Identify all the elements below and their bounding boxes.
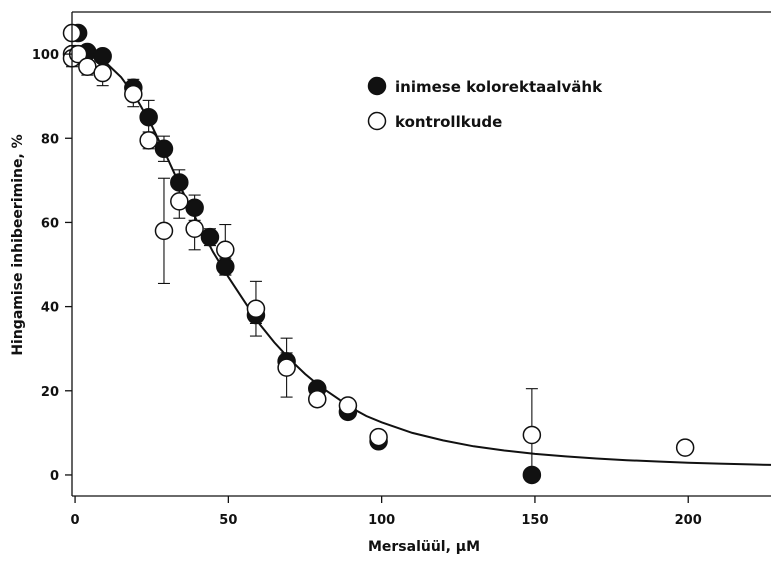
legend-marker-kontrollkude — [367, 111, 387, 131]
x-tick-label: 200 — [675, 513, 702, 528]
x-tick-label: 0 — [71, 513, 80, 528]
data-point-kolorektaalvahk — [139, 107, 158, 127]
data-point-kontrollkude — [78, 57, 97, 76]
data-point-kolorektaalvahk — [216, 257, 235, 276]
data-point-kontrollkude — [154, 221, 174, 241]
data-point-kolorektaalvahk — [200, 227, 220, 247]
y-tick-label: 0 — [50, 469, 59, 484]
data-point-kontrollkude — [308, 389, 327, 409]
x-tick-label: 50 — [219, 513, 237, 528]
data-point-kolorektaalvahk — [185, 198, 204, 217]
y-axis-title: Hingamise inhibeerimine, % — [10, 134, 26, 355]
data-point-kolorektaalvahk — [93, 46, 112, 66]
y-tick-label: 60 — [41, 216, 59, 231]
data-point-kontrollkude — [277, 358, 296, 377]
data-point-kontrollkude — [675, 438, 695, 457]
legend-marker-inimese-kolorektaalvahk — [367, 76, 387, 96]
y-tick-label: 100 — [32, 48, 59, 63]
x-axis-title: Mersalüül, μM — [368, 539, 480, 555]
plot-area — [62, 23, 772, 485]
data-point-kolorektaalvahk — [170, 173, 189, 192]
x-tick-label: 150 — [521, 513, 548, 528]
data-point-kontrollkude — [369, 427, 388, 447]
data-point-kolorektaalvahk — [154, 139, 174, 159]
data-point-kontrollkude — [139, 131, 158, 150]
axes: 0 20 40 60 80 100 0 50 100 150 200 — [32, 11, 771, 528]
data-point-kontrollkude — [93, 63, 112, 83]
data-point-kontrollkude — [216, 240, 235, 260]
data-point-kolorektaalvahk — [522, 465, 542, 485]
data-point-kontrollkude — [246, 299, 266, 318]
data-point-kontrollkude — [124, 84, 143, 104]
data-point-kontrollkude — [170, 192, 189, 211]
data-point-kontrollkude — [522, 425, 542, 445]
y-tick-label: 80 — [41, 132, 59, 147]
legend: inimese kolorektaalvähk kontrollkude — [367, 76, 603, 131]
y-tick-label: 40 — [41, 301, 59, 316]
data-point-kontrollkude — [185, 219, 204, 238]
data-point-kontrollkude — [338, 396, 358, 415]
legend-label-inimese-kolorektaalvahk: inimese kolorektaalvähk — [395, 78, 603, 96]
y-tick-label: 20 — [41, 385, 59, 400]
x-tick-label: 100 — [368, 513, 395, 528]
legend-label-kontrollkude: kontrollkude — [395, 113, 502, 131]
